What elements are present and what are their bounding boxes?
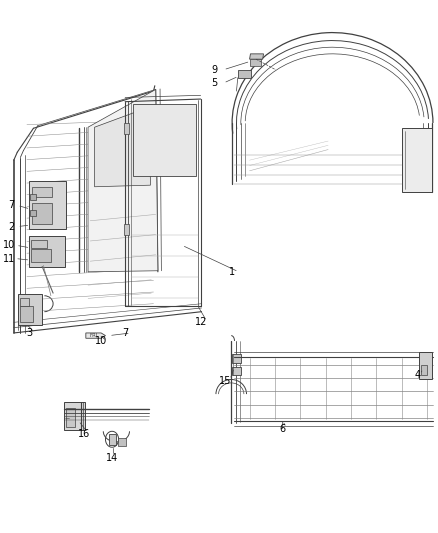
Text: 7: 7 [122, 328, 128, 338]
Bar [124, 123, 129, 134]
Bar [18, 294, 42, 325]
Bar [109, 434, 116, 445]
Polygon shape [250, 54, 264, 59]
Text: 14: 14 [106, 453, 118, 463]
Text: 10: 10 [4, 240, 16, 250]
Polygon shape [88, 90, 158, 272]
Bar [29, 236, 65, 266]
Text: 7: 7 [8, 200, 15, 211]
Bar [20, 298, 29, 306]
Text: FRI: FRI [89, 333, 98, 338]
Bar [32, 203, 52, 224]
Bar [118, 438, 126, 446]
Text: 3: 3 [26, 328, 32, 338]
Text: 15: 15 [219, 376, 232, 386]
Bar [29, 181, 66, 229]
Bar [124, 224, 129, 235]
Text: 2: 2 [8, 222, 15, 232]
Bar [133, 104, 196, 176]
Text: 4: 4 [415, 370, 421, 381]
Text: 12: 12 [195, 317, 208, 327]
Bar [66, 408, 75, 427]
Bar [31, 249, 51, 262]
Text: 9: 9 [212, 65, 218, 75]
Text: 5: 5 [212, 78, 218, 88]
Bar [251, 59, 261, 66]
Bar [421, 365, 427, 375]
Text: 10: 10 [95, 336, 107, 346]
Bar [419, 352, 432, 379]
Text: 16: 16 [78, 429, 90, 439]
Bar [31, 240, 46, 248]
Bar [232, 354, 241, 364]
Bar [30, 193, 35, 200]
Polygon shape [95, 107, 150, 187]
Text: 6: 6 [279, 424, 286, 434]
Bar [403, 128, 432, 192]
Bar [232, 367, 241, 375]
Text: 1: 1 [229, 267, 235, 277]
Text: 11: 11 [4, 254, 16, 263]
Polygon shape [86, 333, 106, 338]
Bar [64, 402, 85, 430]
Bar [32, 187, 52, 197]
Bar [30, 209, 35, 216]
Bar [238, 70, 251, 78]
Bar [20, 306, 33, 322]
